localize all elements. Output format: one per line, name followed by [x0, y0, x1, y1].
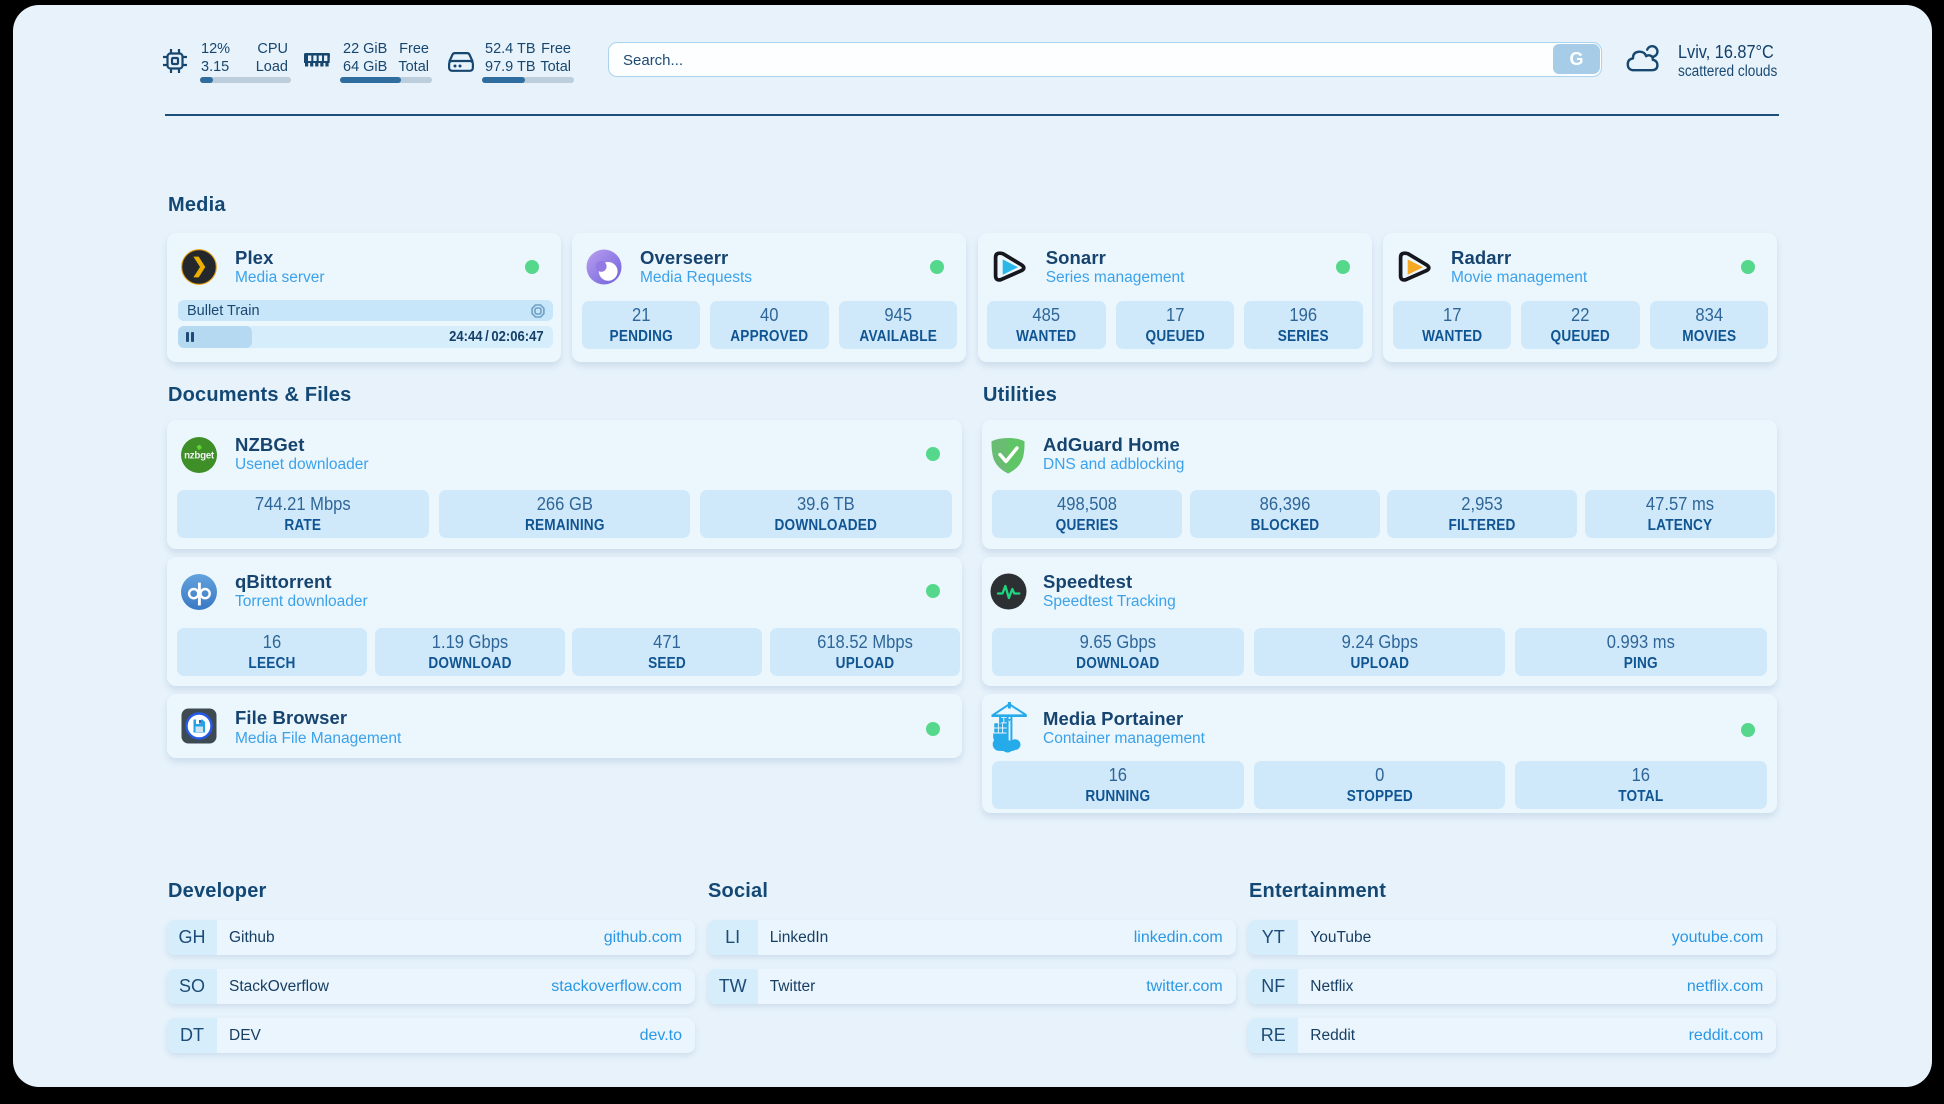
- svg-text:nzbget: nzbget: [184, 451, 215, 462]
